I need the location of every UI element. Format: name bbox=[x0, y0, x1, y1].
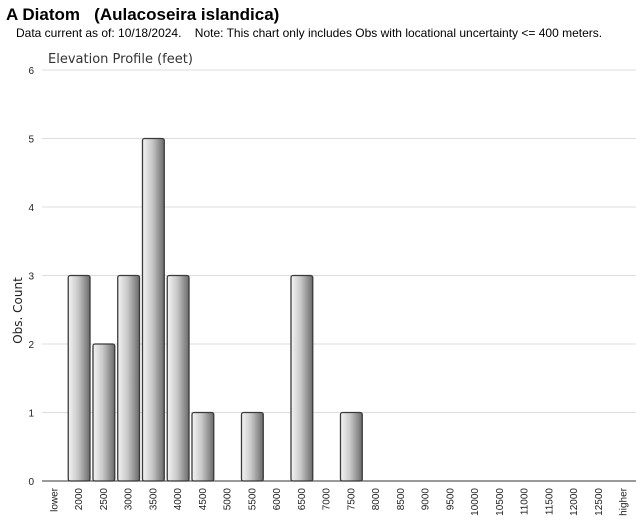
x-tick-label: higher bbox=[619, 487, 630, 515]
y-tick-label: 0 bbox=[28, 477, 34, 488]
x-tick-label: 11000 bbox=[520, 488, 531, 516]
x-tick-label: 12500 bbox=[594, 488, 605, 516]
bar bbox=[339, 411, 363, 482]
y-tick-label: 6 bbox=[28, 66, 34, 77]
x-tick-label: 2500 bbox=[99, 488, 110, 511]
x-tick-label: 9500 bbox=[445, 488, 456, 511]
x-tick-label: lower bbox=[49, 487, 60, 512]
x-tick-label: 2000 bbox=[74, 488, 85, 511]
x-tick-label: 9000 bbox=[421, 488, 432, 511]
bar bbox=[92, 343, 116, 482]
x-tick-label: 6000 bbox=[272, 488, 283, 511]
x-tick-label: 4500 bbox=[198, 488, 209, 511]
y-tick-label: 3 bbox=[28, 272, 34, 283]
bar bbox=[290, 274, 314, 482]
x-tick-label: 7000 bbox=[322, 488, 333, 511]
x-tick-label: 3000 bbox=[124, 488, 135, 511]
bar bbox=[117, 274, 141, 482]
x-tick-label: 6500 bbox=[297, 488, 308, 511]
bar bbox=[67, 274, 91, 482]
y-tick-label: 5 bbox=[28, 135, 34, 146]
x-tick-label: 11500 bbox=[544, 488, 555, 516]
x-tick-label: 3500 bbox=[148, 488, 159, 511]
y-tick-label: 1 bbox=[28, 409, 34, 420]
chart-title: Elevation Profile (feet) bbox=[48, 52, 193, 67]
x-tick-label: 5000 bbox=[223, 488, 234, 511]
y-tick-label: 2 bbox=[28, 340, 34, 351]
bar bbox=[240, 411, 264, 482]
x-tick-label: 10500 bbox=[495, 488, 506, 516]
x-tick-label: 7500 bbox=[346, 488, 357, 511]
x-tick-label: 10000 bbox=[470, 488, 481, 516]
x-tick-label: 8500 bbox=[396, 488, 407, 511]
page-title: A Diatom (Aulacoseira islandica) bbox=[6, 5, 280, 24]
y-tick-label: 4 bbox=[28, 203, 34, 214]
x-tick-label: 4000 bbox=[173, 488, 184, 511]
x-tick-label: 5500 bbox=[247, 488, 258, 511]
data-note: Data current as of: 10/18/2024. Note: Th… bbox=[16, 26, 603, 40]
bar bbox=[166, 274, 190, 482]
x-tick-label: 8000 bbox=[371, 488, 382, 511]
bar bbox=[141, 137, 165, 482]
x-tick-label: 12000 bbox=[569, 488, 580, 516]
y-axis-label: Obs. Count bbox=[11, 277, 25, 344]
bar bbox=[191, 411, 215, 482]
